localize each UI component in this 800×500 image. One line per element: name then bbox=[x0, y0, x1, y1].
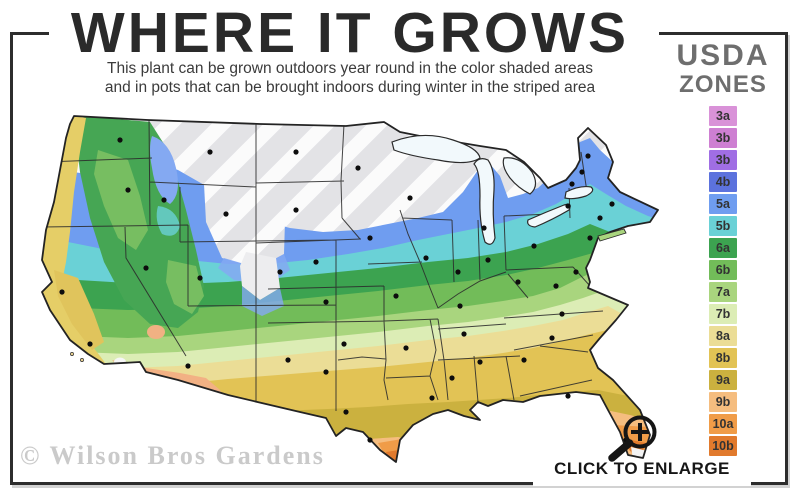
magnifier-plus-icon[interactable] bbox=[600, 411, 668, 467]
subtitle-line-1: This plant can be grown outdoors year ro… bbox=[107, 60, 593, 77]
zone-chip-8a: 8a bbox=[709, 326, 737, 346]
subtitle-line-2: and in pots that can be brought indoors … bbox=[104, 78, 596, 96]
pacific-coast-band bbox=[42, 116, 106, 364]
usa-hardiness-map[interactable] bbox=[28, 110, 668, 472]
frame-top-gap bbox=[49, 31, 659, 38]
frame-bottom-gap bbox=[533, 479, 751, 486]
zone-list: 3a 3b 3b 4b 5a 5b 6a 6b 7a 7b 8a 8b 9a 9b 10a 10b bbox=[656, 106, 790, 456]
zone-chip-7a: 7a bbox=[709, 282, 737, 302]
page-title: WHERE IT GROWS bbox=[70, 1, 630, 65]
zone-chip-3b: 3b bbox=[709, 150, 737, 170]
zone-chip-4b: 4b bbox=[709, 172, 737, 192]
zone-chip-5b: 5b bbox=[709, 216, 737, 236]
striped-region-rockies bbox=[204, 184, 286, 268]
zone-bands bbox=[42, 116, 658, 462]
legend-title-usda: USDA bbox=[676, 39, 770, 72]
long-island bbox=[597, 228, 627, 242]
zone-chip-9b: 9b bbox=[709, 392, 737, 412]
zone-chip-6a: 6a bbox=[709, 238, 737, 258]
watermark: © Wilson Bros Gardens bbox=[20, 441, 325, 470]
legend-title-zones: ZONES bbox=[679, 71, 767, 98]
image-border-frame bbox=[10, 31, 788, 486]
zone-chip-10b: 10b bbox=[709, 436, 737, 456]
zone-chip-10a: 10a bbox=[709, 414, 737, 434]
zone-chip-3b: 3b bbox=[709, 128, 737, 148]
subtitle: This plant can be grown outdoors year ro… bbox=[70, 60, 630, 97]
zone-chip-7b: 7b bbox=[709, 304, 737, 324]
zone-chip-5a: 5a bbox=[709, 194, 737, 214]
usda-zones-legend: USDA ZONES 3a 3b 3b 4b 5a 5b 6a 6b 7a 7b 8a 8b 9a 9b 1… bbox=[656, 40, 790, 456]
zone-chip-3a: 3a bbox=[709, 106, 737, 126]
zone-chip-9a: 9a bbox=[709, 370, 737, 390]
zone-chip-6b: 6b bbox=[709, 260, 737, 280]
channel-islands bbox=[70, 352, 84, 362]
zone-chip-8b: 8b bbox=[709, 348, 737, 368]
great-lakes bbox=[391, 134, 594, 245]
state-borders bbox=[42, 117, 604, 411]
click-to-enlarge-label[interactable]: CLICK TO ENLARGE bbox=[554, 459, 730, 478]
us-outline bbox=[41, 115, 659, 463]
city-dots bbox=[59, 137, 629, 443]
